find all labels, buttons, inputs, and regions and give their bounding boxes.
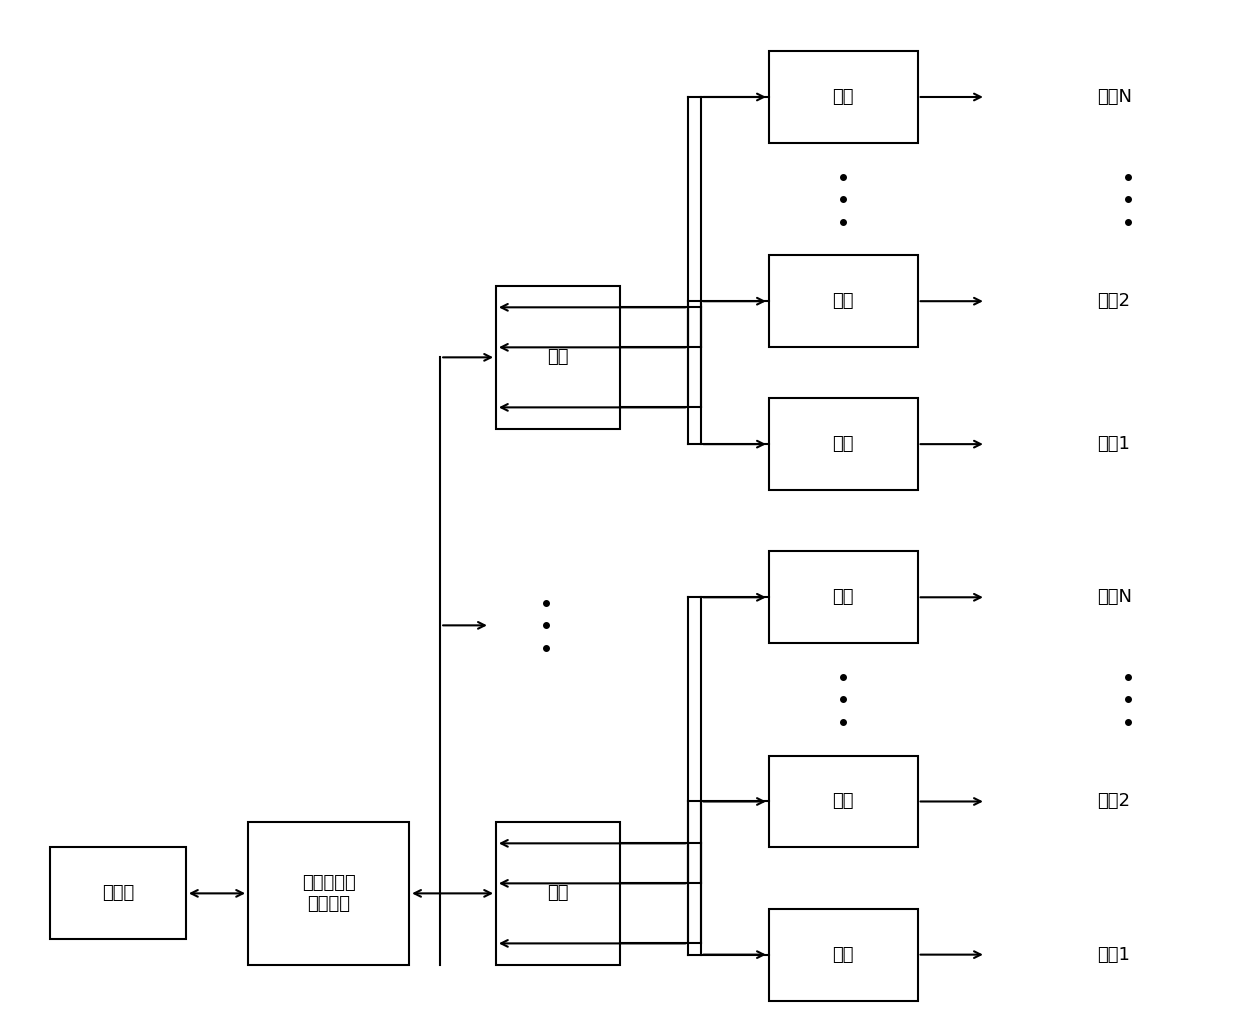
- Text: 子板: 子板: [832, 435, 854, 453]
- Text: 子板: 子板: [832, 88, 854, 106]
- Text: 计算机: 计算机: [102, 884, 134, 903]
- Bar: [769, 756, 918, 847]
- Text: 输出1: 输出1: [1097, 435, 1131, 453]
- Bar: [496, 822, 620, 965]
- Bar: [50, 847, 186, 939]
- Text: 输出N: 输出N: [1097, 588, 1132, 606]
- Bar: [769, 909, 918, 1001]
- Text: 输出2: 输出2: [1097, 292, 1131, 310]
- Text: 子板: 子板: [832, 792, 854, 811]
- Bar: [769, 398, 918, 490]
- Bar: [769, 551, 918, 643]
- Bar: [769, 51, 918, 143]
- Bar: [496, 286, 620, 429]
- Text: 子板: 子板: [832, 945, 854, 964]
- Text: 输出1: 输出1: [1097, 945, 1131, 964]
- Text: 子板: 子板: [832, 292, 854, 310]
- Text: 输出N: 输出N: [1097, 88, 1132, 106]
- Bar: [769, 255, 918, 347]
- Text: 标准计算机
数据接口: 标准计算机 数据接口: [301, 874, 356, 913]
- Bar: [248, 822, 409, 965]
- Text: 输出2: 输出2: [1097, 792, 1131, 811]
- Text: 母板: 母板: [547, 884, 569, 903]
- Text: 母板: 母板: [547, 348, 569, 367]
- Text: 子板: 子板: [832, 588, 854, 606]
